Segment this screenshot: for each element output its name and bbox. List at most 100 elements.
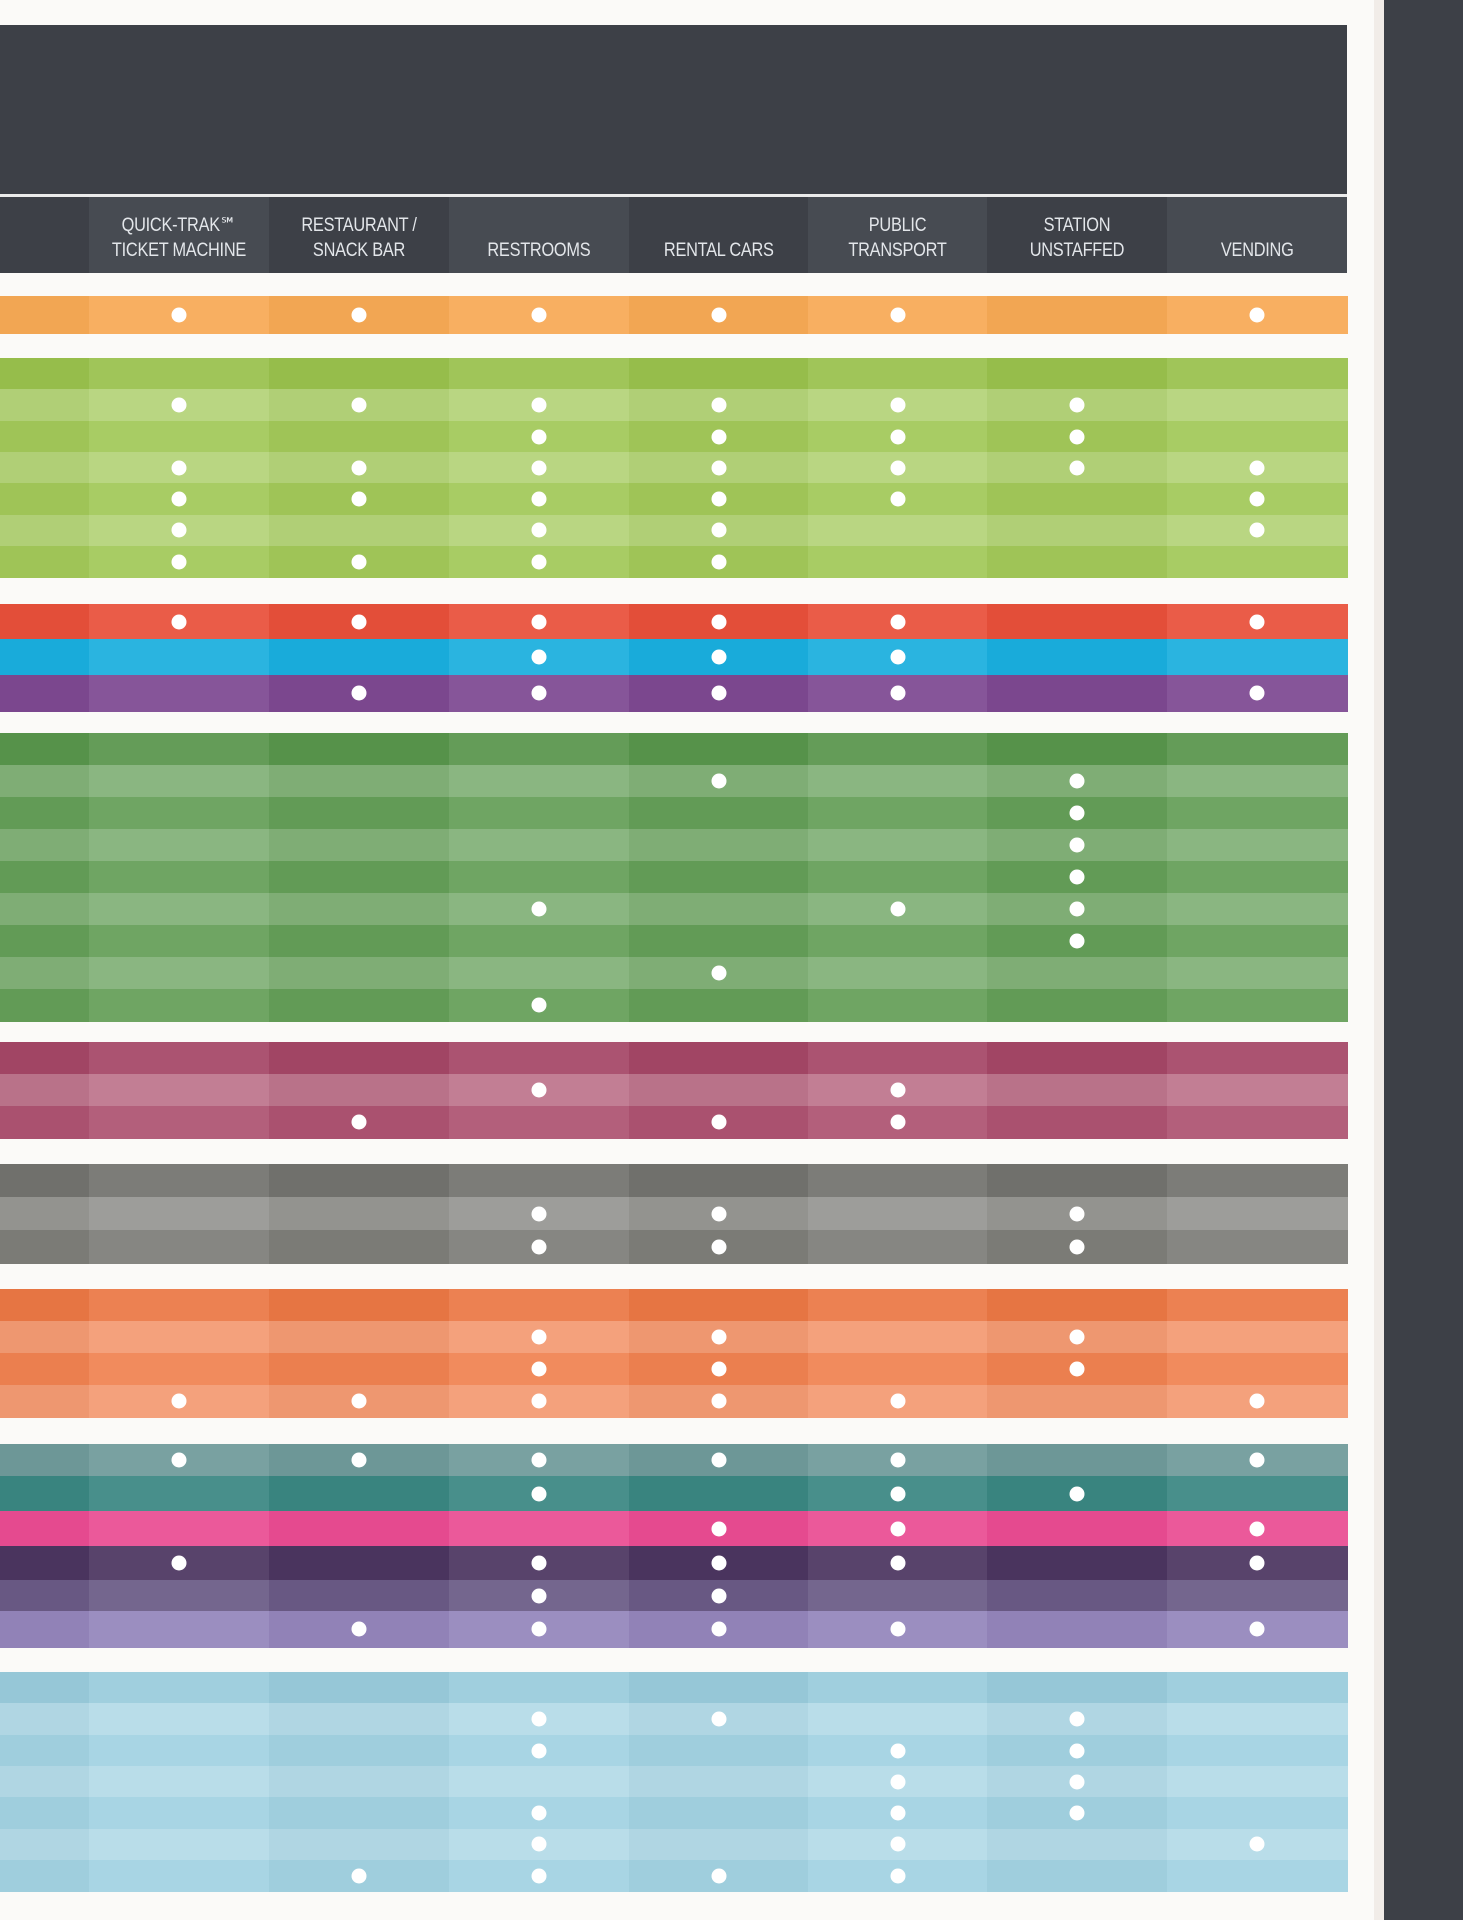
amenity-row-light-green	[0, 451, 1348, 484]
amenity-available-dot	[1249, 1836, 1265, 1852]
row-label-cell	[0, 1580, 90, 1612]
amenity-available-dot	[531, 1588, 547, 1604]
amenity-cell-vending	[1167, 1734, 1348, 1767]
amenity-cell-restrooms	[449, 1289, 630, 1322]
amenity-cell-public-transport	[808, 1765, 988, 1798]
amenity-cell-public-transport	[808, 1859, 988, 1892]
amenity-available-dot	[711, 649, 727, 665]
amenity-cell-rental-cars	[629, 604, 809, 640]
row-label-cell	[0, 1859, 90, 1892]
amenity-cell-restrooms	[449, 957, 630, 990]
amenity-cell-restrooms	[449, 483, 630, 516]
amenity-cell-restrooms	[449, 893, 630, 926]
amenity-available-dot	[351, 307, 367, 323]
amenity-cell-station-unstaffed	[987, 296, 1168, 334]
amenity-cell-station-unstaffed	[987, 1797, 1168, 1830]
amenity-cell-restrooms	[449, 1444, 630, 1477]
amenity-available-dot	[531, 1486, 547, 1502]
amenity-available-dot	[531, 554, 547, 570]
amenity-available-dot	[1249, 614, 1265, 630]
amenity-cell-public-transport	[808, 1164, 988, 1198]
amenity-cell-quick-trak	[89, 1611, 270, 1648]
amenity-cell-station-unstaffed	[987, 451, 1168, 484]
amenity-cell-vending	[1167, 389, 1348, 422]
amenity-cell-rental-cars	[629, 451, 809, 484]
amenity-cell-quick-trak	[89, 1289, 270, 1322]
column-header-label: QUICK-TRAK℠ TICKET MACHINE	[111, 215, 247, 261]
amenity-cell-vending	[1167, 1353, 1348, 1386]
amenity-row-light-blue	[0, 1828, 1348, 1861]
amenity-cell-vending	[1167, 545, 1348, 578]
column-header-public-transport: PUBLIC TRANSPORT	[808, 197, 987, 273]
amenity-cell-quick-trak	[89, 358, 270, 390]
amenity-cell-station-unstaffed	[987, 1476, 1168, 1512]
amenity-cell-restrooms	[449, 1611, 630, 1648]
amenity-cell-rental-cars	[629, 1859, 809, 1892]
amenity-cell-restrooms	[449, 514, 630, 547]
amenity-cell-restaurant	[269, 639, 450, 676]
amenity-available-dot	[1069, 901, 1085, 917]
amenity-available-dot	[531, 460, 547, 476]
amenity-cell-rental-cars	[629, 1042, 809, 1075]
amenity-cell-restaurant	[269, 545, 450, 578]
amenity-row-gray	[0, 1230, 1348, 1264]
amenity-cell-rental-cars	[629, 545, 809, 578]
row-label-cell	[0, 733, 90, 766]
amenity-available-dot	[890, 1555, 906, 1571]
amenity-grid	[0, 296, 1348, 1892]
amenity-available-dot	[711, 1239, 727, 1255]
amenity-cell-vending	[1167, 1074, 1348, 1107]
row-label-cell	[0, 1164, 90, 1198]
amenity-cell-station-unstaffed	[987, 639, 1168, 676]
column-header-label-area	[0, 197, 89, 273]
amenity-cell-public-transport	[808, 1797, 988, 1830]
amenity-cell-restrooms	[449, 1672, 630, 1704]
amenity-row-mid-purple	[0, 1580, 1348, 1612]
amenity-available-dot	[531, 397, 547, 413]
amenity-cell-public-transport	[808, 1703, 988, 1736]
amenity-available-dot	[1069, 773, 1085, 789]
amenity-available-dot	[890, 1868, 906, 1884]
row-label-cell	[0, 296, 90, 334]
amenity-cell-restaurant	[269, 514, 450, 547]
amenity-cell-vending	[1167, 1476, 1348, 1512]
row-label-cell	[0, 545, 90, 578]
column-header-rental-cars: RENTAL CARS	[629, 197, 808, 273]
amenity-cell-rental-cars	[629, 1797, 809, 1830]
amenity-cell-restaurant	[269, 604, 450, 640]
amenity-cell-restrooms	[449, 1164, 630, 1198]
amenity-available-dot	[1249, 491, 1265, 507]
row-label-cell	[0, 1611, 90, 1648]
amenity-available-dot	[531, 614, 547, 630]
amenity-cell-station-unstaffed	[987, 675, 1168, 712]
row-label-cell	[0, 1797, 90, 1830]
amenity-cell-restaurant	[269, 1074, 450, 1107]
amenity-cell-vending	[1167, 1546, 1348, 1581]
column-header-station-unstaffed: STATION UNSTAFFED	[987, 197, 1167, 273]
amenity-cell-vending	[1167, 1828, 1348, 1861]
amenity-cell-restrooms	[449, 797, 630, 830]
amenity-available-dot	[531, 649, 547, 665]
amenity-cell-rental-cars	[629, 1444, 809, 1477]
amenity-cell-rental-cars	[629, 358, 809, 390]
amenity-row-green	[0, 765, 1348, 798]
amenity-available-dot	[351, 397, 367, 413]
row-label-cell	[0, 1042, 90, 1075]
amenity-cell-station-unstaffed	[987, 1611, 1168, 1648]
amenity-cell-quick-trak	[89, 925, 270, 958]
amenity-cell-public-transport	[808, 389, 988, 422]
amenity-cell-vending	[1167, 639, 1348, 676]
amenity-cell-quick-trak	[89, 296, 270, 334]
row-label-cell	[0, 675, 90, 712]
amenity-cell-vending	[1167, 893, 1348, 926]
amenity-cell-restaurant	[269, 296, 450, 334]
amenity-row-maroon	[0, 1106, 1348, 1139]
amenity-row-green	[0, 989, 1348, 1022]
amenity-cell-restaurant	[269, 358, 450, 390]
amenity-cell-vending	[1167, 861, 1348, 894]
amenity-available-dot	[1069, 837, 1085, 853]
amenity-cell-restaurant	[269, 1828, 450, 1861]
amenity-cell-restaurant	[269, 1672, 450, 1704]
amenity-cell-restrooms	[449, 1385, 630, 1418]
amenity-cell-public-transport	[808, 1353, 988, 1386]
